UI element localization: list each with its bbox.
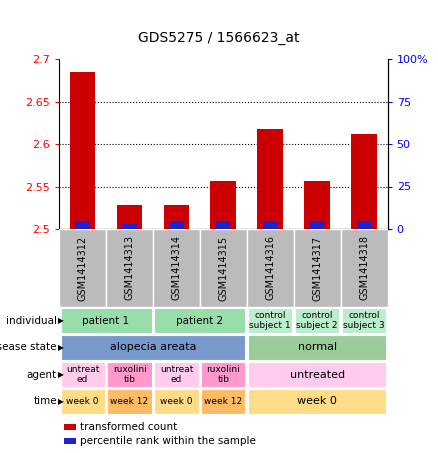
Text: ▶: ▶ <box>58 343 64 352</box>
Text: untreat
ed: untreat ed <box>66 365 99 384</box>
Bar <box>123 224 137 229</box>
Text: normal: normal <box>298 342 337 352</box>
Text: ▶: ▶ <box>58 397 64 406</box>
Bar <box>248 335 386 360</box>
Bar <box>163 205 189 229</box>
Text: patient 1: patient 1 <box>82 315 130 326</box>
Text: patient 2: patient 2 <box>177 315 223 326</box>
Bar <box>211 181 236 229</box>
Text: disease state: disease state <box>0 342 57 352</box>
Text: ruxolini
tib: ruxolini tib <box>113 365 146 384</box>
Text: GSM1414313: GSM1414313 <box>124 236 134 300</box>
Bar <box>60 389 105 414</box>
Text: percentile rank within the sample: percentile rank within the sample <box>81 436 256 446</box>
Text: GSM1414316: GSM1414316 <box>265 236 276 300</box>
Bar <box>310 221 324 229</box>
Bar <box>201 389 245 414</box>
Text: week 12: week 12 <box>110 397 148 406</box>
Text: week 0: week 0 <box>297 396 337 406</box>
Bar <box>60 308 152 333</box>
Text: GSM1414317: GSM1414317 <box>312 236 322 300</box>
Bar <box>59 229 106 307</box>
Bar <box>170 221 184 229</box>
Bar <box>294 229 341 307</box>
Bar <box>106 229 153 307</box>
Bar <box>75 221 90 229</box>
Bar <box>70 72 95 229</box>
Bar <box>60 335 245 360</box>
Bar <box>60 362 105 387</box>
Text: ruxolini
tib: ruxolini tib <box>206 365 240 384</box>
Bar <box>154 389 198 414</box>
Bar <box>154 308 245 333</box>
Text: GDS5275 / 1566623_at: GDS5275 / 1566623_at <box>138 31 300 45</box>
Bar <box>64 439 76 444</box>
Bar <box>341 229 388 307</box>
Text: control
subject 2: control subject 2 <box>297 311 338 330</box>
Bar <box>248 362 386 387</box>
Text: transformed count: transformed count <box>81 422 178 432</box>
Text: week 0: week 0 <box>66 397 99 406</box>
Text: GSM1414314: GSM1414314 <box>171 236 181 300</box>
Bar <box>200 229 247 307</box>
Bar <box>153 229 200 307</box>
Text: untreat
ed: untreat ed <box>160 365 193 384</box>
Text: GSM1414315: GSM1414315 <box>219 236 228 300</box>
Bar <box>154 362 198 387</box>
Text: untreated: untreated <box>290 370 345 380</box>
Text: GSM1414318: GSM1414318 <box>359 236 369 300</box>
Bar <box>247 229 294 307</box>
Bar <box>216 221 230 229</box>
Bar <box>295 308 339 333</box>
Bar <box>64 424 76 429</box>
Bar <box>342 308 386 333</box>
Text: agent: agent <box>27 370 57 380</box>
Text: alopecia areata: alopecia areata <box>110 342 196 352</box>
Text: control
subject 1: control subject 1 <box>250 311 291 330</box>
Text: time: time <box>33 396 57 406</box>
Text: ▶: ▶ <box>58 316 64 325</box>
Bar <box>107 362 152 387</box>
Bar <box>258 129 283 229</box>
Bar <box>357 221 371 229</box>
Text: control
subject 3: control subject 3 <box>343 311 385 330</box>
Bar <box>351 134 377 229</box>
Text: ▶: ▶ <box>58 370 64 379</box>
Text: week 12: week 12 <box>204 397 243 406</box>
Bar <box>201 362 245 387</box>
Text: individual: individual <box>6 315 57 326</box>
Bar <box>107 389 152 414</box>
Bar <box>117 205 142 229</box>
Text: week 0: week 0 <box>160 397 193 406</box>
Bar <box>263 221 277 229</box>
Bar <box>248 389 386 414</box>
Bar <box>304 181 330 229</box>
Text: GSM1414312: GSM1414312 <box>78 236 88 300</box>
Bar <box>248 308 293 333</box>
